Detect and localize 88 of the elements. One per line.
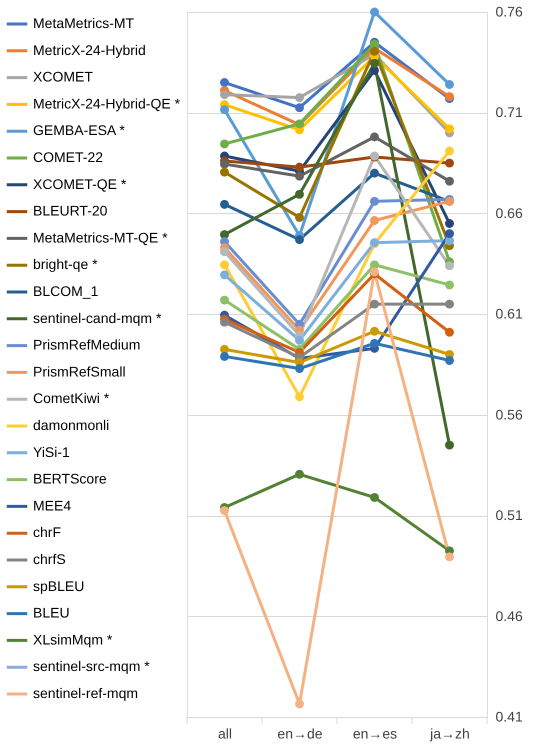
legend-label: CometKiwi * <box>33 390 110 406</box>
point <box>445 80 454 89</box>
point <box>220 200 229 209</box>
legend-label: bright-qe * <box>33 256 98 272</box>
legend-label: MetaMetrics-MT-QE * <box>33 229 168 246</box>
point <box>220 296 229 305</box>
point <box>295 336 304 345</box>
point <box>445 146 454 156</box>
point <box>445 124 454 134</box>
legend-label: sentinel-ref-mqm <box>33 685 138 701</box>
point <box>220 160 229 169</box>
point <box>295 470 304 479</box>
point <box>445 219 454 228</box>
x-tick-label: en→es <box>352 726 398 742</box>
y-tick-label: 0.46 <box>496 608 523 624</box>
legend-label: PrismRefSmall <box>33 363 126 380</box>
legend-label: BLEURT-20 <box>33 202 108 219</box>
legend-label: MetricX-24-Hybrid <box>33 42 146 58</box>
point <box>445 229 454 238</box>
point <box>295 93 304 102</box>
point <box>370 216 379 225</box>
x-tick-label: ja→zh <box>429 726 470 742</box>
y-tick-label: 0.66 <box>496 204 523 221</box>
legend-label: XCOMET <box>33 68 94 85</box>
point <box>295 172 304 181</box>
point <box>220 90 229 100</box>
legend-label: COMET-22 <box>33 149 104 165</box>
point <box>295 392 304 402</box>
point <box>220 318 229 327</box>
point <box>370 168 379 178</box>
point <box>445 280 454 290</box>
point <box>370 326 379 336</box>
point <box>445 552 454 562</box>
point <box>220 247 229 256</box>
legend-label: MEE4 <box>33 497 72 514</box>
legend-label: BERTScore <box>33 470 107 487</box>
x-tick-label: en→de <box>277 726 323 742</box>
legend-label: BLEU <box>33 604 70 621</box>
legend-label: XCOMET-QE * <box>33 176 127 192</box>
y-tick-label: 0.61 <box>496 306 523 322</box>
point <box>220 506 229 515</box>
point <box>295 235 304 244</box>
legend-label: MetaMetrics-MT <box>33 15 135 31</box>
point <box>295 699 304 708</box>
point <box>445 356 454 365</box>
legend-label: GEMBA-ESA * <box>33 122 126 138</box>
point <box>445 158 454 168</box>
legend-label: BLCOM_1 <box>33 283 99 299</box>
y-tick-label: 0.41 <box>496 708 523 724</box>
legend-label: MetricX-24-Hybrid-QE * <box>33 95 181 112</box>
point <box>295 162 304 172</box>
point <box>220 260 229 270</box>
y-tick-label: 0.71 <box>496 104 523 120</box>
point <box>370 196 379 206</box>
legend-label: chrfS <box>33 551 66 567</box>
point <box>220 139 229 148</box>
legend-label: XLsimMqm * <box>33 631 113 648</box>
legend-label: spBLEU <box>33 578 84 594</box>
point <box>220 270 229 280</box>
point <box>220 168 229 177</box>
y-tick-label: 0.76 <box>496 4 523 20</box>
point <box>445 440 454 450</box>
point <box>445 300 454 309</box>
point <box>295 103 304 112</box>
point <box>370 492 379 502</box>
point <box>370 300 379 309</box>
legend-label: PrismRefMedium <box>33 336 140 353</box>
legend-label: YiSi-1 <box>33 444 70 460</box>
point <box>295 212 304 222</box>
point <box>220 105 229 114</box>
x-tick-label: all <box>218 726 232 742</box>
point <box>370 58 379 68</box>
point <box>445 261 454 270</box>
point <box>445 328 454 337</box>
y-tick-label: 0.51 <box>496 507 523 524</box>
point <box>220 78 229 87</box>
legend-label: sentinel-src-mqm * <box>33 658 150 674</box>
point <box>370 338 379 348</box>
point <box>220 352 229 361</box>
legend-label: damonmonli <box>33 417 110 433</box>
point <box>295 364 304 373</box>
legend-label: sentinel-cand-mqm * <box>33 310 162 326</box>
point <box>370 132 379 142</box>
y-tick-label: 0.56 <box>496 406 523 422</box>
point <box>370 8 379 16</box>
point <box>295 190 304 199</box>
legend-label: chrF <box>33 524 61 540</box>
point <box>445 176 454 186</box>
